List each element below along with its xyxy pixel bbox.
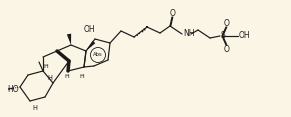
Text: H: H <box>47 75 52 81</box>
Text: Abs: Abs <box>93 53 103 57</box>
Text: OH: OH <box>84 24 96 33</box>
Text: Ḣ: Ḣ <box>44 64 48 68</box>
Polygon shape <box>86 41 95 51</box>
Text: O: O <box>170 9 176 18</box>
Text: O: O <box>224 18 230 27</box>
Text: HO: HO <box>7 84 19 93</box>
Text: O: O <box>224 44 230 53</box>
Text: S: S <box>221 31 226 40</box>
Text: OH: OH <box>239 31 251 40</box>
Text: Ḣ: Ḣ <box>80 73 84 79</box>
Text: H: H <box>33 105 38 111</box>
Polygon shape <box>67 34 71 45</box>
Text: Ḣ: Ḣ <box>65 75 69 79</box>
Text: NH: NH <box>183 29 194 38</box>
